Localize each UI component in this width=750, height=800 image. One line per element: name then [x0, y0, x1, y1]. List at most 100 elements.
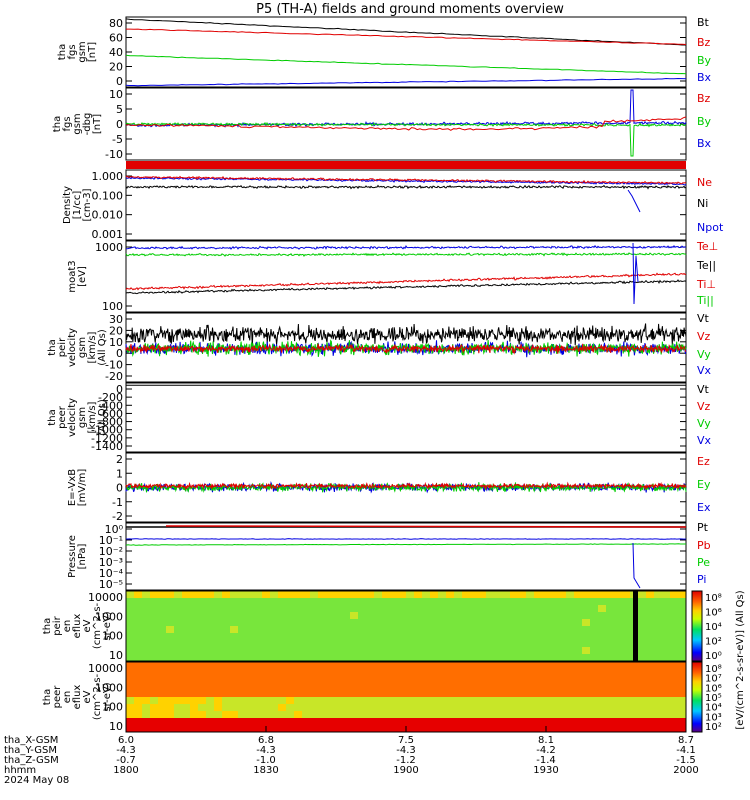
y-axis-label: tha — [42, 618, 53, 634]
heatmap-cell — [574, 598, 583, 606]
heatmap-cell — [414, 704, 423, 712]
heatmap-cell — [510, 669, 519, 677]
heatmap-cell — [374, 640, 383, 648]
heatmap-cell — [326, 704, 335, 712]
heatmap-cell — [190, 598, 199, 606]
y-tick-label: -10 — [105, 359, 123, 372]
heatmap-cell — [166, 591, 175, 599]
y-axis-label: (cm^2-s- — [92, 602, 103, 649]
heatmap-cell — [534, 704, 543, 712]
heatmap-cell — [478, 647, 487, 655]
heatmap-cell — [158, 605, 167, 613]
heatmap-cell — [630, 662, 639, 670]
heatmap-cell — [574, 619, 583, 627]
heatmap-cell — [558, 662, 567, 670]
heatmap-cell — [438, 697, 447, 705]
heatmap-cell — [654, 683, 663, 691]
heatmap-cell — [462, 640, 471, 648]
heatmap-cell — [414, 662, 423, 670]
heatmap-cell — [182, 718, 191, 726]
heatmap-cell — [550, 591, 559, 599]
heatmap-cell — [662, 676, 671, 684]
heatmap-cell — [126, 676, 135, 684]
heatmap-cell — [278, 654, 287, 662]
heatmap-cell — [262, 718, 271, 726]
heatmap-cell — [206, 662, 215, 670]
heatmap-cell — [390, 662, 399, 670]
heatmap-cell — [366, 598, 375, 606]
heatmap-cell — [374, 690, 383, 698]
heatmap-cell — [526, 662, 535, 670]
heatmap-cell — [582, 662, 591, 670]
heatmap-cell — [142, 612, 151, 620]
heatmap-cell — [614, 633, 623, 641]
heatmap-cell — [606, 654, 615, 662]
heatmap-cell — [190, 619, 199, 627]
heatmap-cell — [142, 619, 151, 627]
legend-entry: Bt — [697, 16, 710, 29]
heatmap-cell — [574, 669, 583, 677]
heatmap-cell — [614, 697, 623, 705]
heatmap-cell — [446, 676, 455, 684]
heatmap-cell — [158, 640, 167, 648]
heatmap-cell — [182, 654, 191, 662]
heatmap-cell — [662, 647, 671, 655]
heatmap-cell — [566, 598, 575, 606]
heatmap-cell — [182, 647, 191, 655]
heatmap-cell — [350, 662, 359, 670]
heatmap-cell — [542, 612, 551, 620]
heatmap-cell — [142, 654, 151, 662]
heatmap-cell — [198, 598, 207, 606]
heatmap-cell — [262, 662, 271, 670]
heatmap-cell — [510, 626, 519, 634]
x-row-label: 2024 May 08 — [4, 775, 69, 786]
heatmap-cell — [678, 718, 687, 726]
heatmap-cell — [486, 591, 495, 599]
heatmap-cell — [646, 669, 655, 677]
heatmap-cell — [526, 647, 535, 655]
y-tick-label: 0 — [116, 383, 123, 396]
heatmap-cell — [334, 619, 343, 627]
heatmap-cell — [478, 591, 487, 599]
heatmap-cell — [374, 697, 383, 705]
heatmap-cell — [670, 654, 679, 662]
heatmap-cell — [286, 704, 295, 712]
heatmap-cell — [358, 633, 367, 641]
heatmap-cell — [310, 718, 319, 726]
legend-entry: Ti|| — [696, 294, 714, 307]
heatmap-cell — [510, 612, 519, 620]
heatmap-cell — [246, 640, 255, 648]
heatmap-cell — [670, 591, 679, 599]
heatmap-cell — [414, 683, 423, 691]
heatmap-cell — [390, 697, 399, 705]
y-tick-label: 10 — [109, 336, 123, 349]
heatmap-cell — [550, 662, 559, 670]
heatmap-cell — [222, 647, 231, 655]
heatmap-cell — [582, 612, 591, 620]
heatmap-cell — [422, 605, 431, 613]
heatmap-cell — [374, 718, 383, 726]
heatmap-cell — [630, 704, 639, 712]
heatmap-cell — [598, 605, 607, 613]
heatmap-cell — [246, 654, 255, 662]
heatmap-cell — [486, 711, 495, 719]
heatmap-cell — [358, 704, 367, 712]
heatmap-cell — [582, 725, 591, 733]
heatmap-cell — [430, 591, 439, 599]
heatmap-cell — [294, 626, 303, 634]
heatmap-cell — [214, 669, 223, 677]
heatmap-cell — [478, 676, 487, 684]
heatmap-cell — [662, 598, 671, 606]
heatmap-cell — [310, 612, 319, 620]
heatmap-cell — [190, 626, 199, 634]
heatmap-cell — [238, 591, 247, 599]
heatmap-cell — [622, 591, 631, 599]
heatmap-cell — [246, 683, 255, 691]
series-Bx — [125, 89, 687, 128]
heatmap-cell — [214, 690, 223, 698]
heatmap-cell — [518, 704, 527, 712]
heatmap-cell — [166, 704, 175, 712]
